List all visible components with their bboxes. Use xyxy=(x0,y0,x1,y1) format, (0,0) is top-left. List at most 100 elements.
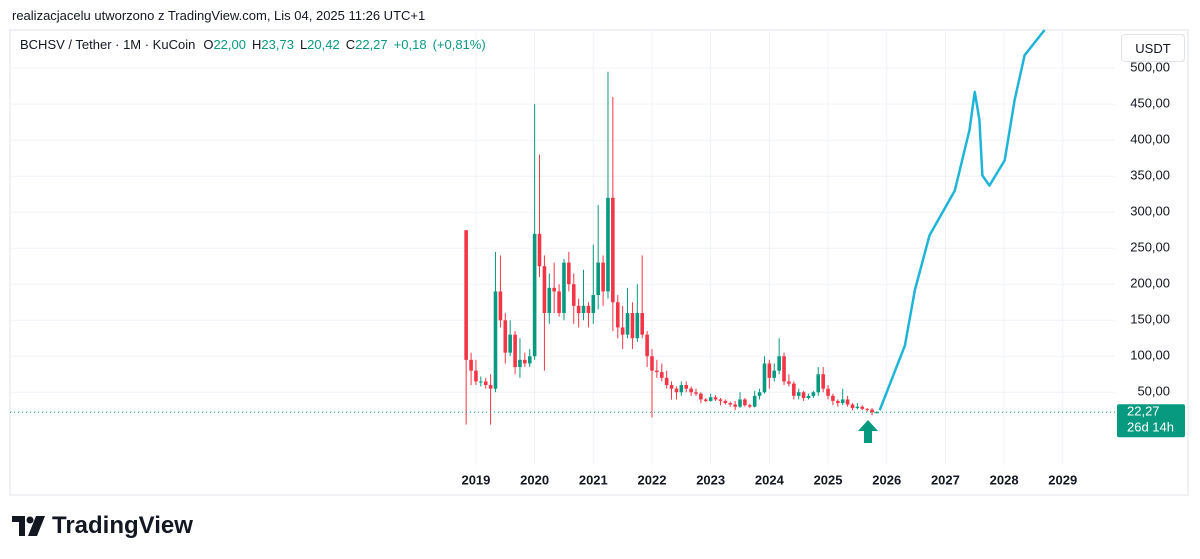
candle-body xyxy=(816,374,821,393)
candle-body xyxy=(659,372,664,378)
y-tick-label: 250,00 xyxy=(1130,240,1170,255)
x-tick-label: 2024 xyxy=(755,472,785,487)
candle-body xyxy=(865,408,869,410)
candle-body xyxy=(542,266,547,314)
candle-body xyxy=(669,385,674,389)
projection-line xyxy=(878,29,1046,411)
candle-body xyxy=(591,295,596,314)
candle-body xyxy=(689,388,693,393)
legend-value: 20,42 xyxy=(307,37,340,52)
candle-body xyxy=(508,334,512,353)
chart-frame xyxy=(9,29,1189,496)
candle-body xyxy=(679,385,684,393)
candle-body xyxy=(611,197,615,303)
candle-body xyxy=(840,399,845,404)
candle-body xyxy=(518,359,522,368)
header: realizacjacelu utworzono z TradingView.c… xyxy=(12,8,426,23)
candle-body xyxy=(493,291,498,389)
candle-body xyxy=(684,385,689,389)
candle-body xyxy=(581,305,586,314)
x-tick-label: 2023 xyxy=(696,472,725,487)
legend-change: +0,18 xyxy=(393,37,427,52)
last-price-label: 22,27 xyxy=(1127,404,1160,419)
candle-body xyxy=(464,230,468,360)
candle-body xyxy=(728,403,733,405)
candle-body xyxy=(664,377,669,386)
x-tick-label: 2021 xyxy=(579,472,608,487)
candle-body xyxy=(875,412,879,414)
candle-body xyxy=(552,287,556,292)
y-tick-label: 50,00 xyxy=(1137,384,1170,399)
y-tick-label: 450,00 xyxy=(1130,96,1170,111)
logo: TradingView xyxy=(12,512,193,540)
candle-body xyxy=(757,392,762,396)
candle-body xyxy=(630,313,635,339)
candle-body xyxy=(469,359,473,371)
candles xyxy=(464,71,879,425)
y-tick-label: 350,00 xyxy=(1130,168,1170,183)
legend-value: 23,73 xyxy=(261,37,294,52)
candle-body xyxy=(503,320,508,353)
candle-body xyxy=(708,397,713,401)
candle-body xyxy=(523,359,527,364)
legend-change-pct: (+0,81%) xyxy=(432,37,486,52)
y-tick-label: 100,00 xyxy=(1130,348,1170,363)
candle-body xyxy=(620,327,625,335)
candle-body xyxy=(748,405,752,407)
candle-body xyxy=(723,400,728,404)
candle-body xyxy=(836,400,840,404)
legend-key: O xyxy=(203,37,214,52)
candle-body xyxy=(704,399,708,401)
candle-body xyxy=(777,356,781,371)
candle-body xyxy=(845,399,850,405)
candle-body xyxy=(826,388,830,396)
logo-icon xyxy=(12,516,45,536)
candle-body xyxy=(586,305,591,314)
candle-body xyxy=(576,305,581,314)
candle-body xyxy=(694,392,698,394)
candle-body xyxy=(850,404,855,409)
countdown-label: 26d 14h xyxy=(1127,420,1174,435)
candle-body xyxy=(615,302,620,328)
candle-body xyxy=(718,399,723,401)
candle-body xyxy=(855,406,860,409)
candle-body xyxy=(474,370,478,382)
candle-body xyxy=(674,388,679,393)
x-tick-label: 2020 xyxy=(520,472,549,487)
candle-body xyxy=(762,363,767,393)
candle-body xyxy=(601,262,605,292)
candle-body xyxy=(635,313,640,339)
candle-body xyxy=(699,393,703,400)
legend-key: H xyxy=(252,37,262,52)
candle-body xyxy=(571,284,576,306)
candle-body xyxy=(650,356,654,371)
candle-body xyxy=(811,392,816,396)
symbol: BCHSV / Tether · 1M · KuCoin xyxy=(20,37,196,52)
candle-body xyxy=(738,399,742,407)
candle-body xyxy=(733,404,737,407)
candle-body xyxy=(767,363,772,378)
candle-body xyxy=(537,233,542,267)
legend-key: L xyxy=(299,37,308,52)
candle-body xyxy=(801,392,806,399)
legend-value: 22,27 xyxy=(355,37,388,52)
candle-body xyxy=(860,406,865,409)
arrow xyxy=(858,420,878,443)
last-price-box xyxy=(1117,404,1185,438)
candle-body xyxy=(488,385,493,389)
candle-body xyxy=(498,291,503,321)
currency-button[interactable]: USDT xyxy=(1121,34,1185,62)
x-tick-label: 2025 xyxy=(814,472,843,487)
candle-body xyxy=(870,409,874,413)
y-tick-label: 400,00 xyxy=(1130,132,1170,147)
y-tick-label: 150,00 xyxy=(1130,312,1170,327)
candle-body xyxy=(513,334,517,368)
logo-text: TradingView xyxy=(52,512,193,539)
candle-body xyxy=(606,197,610,292)
x-tick-label: 2027 xyxy=(931,472,960,487)
candle-body xyxy=(743,399,747,406)
candle-body xyxy=(562,262,566,314)
x-tick-label: 2022 xyxy=(638,472,667,487)
